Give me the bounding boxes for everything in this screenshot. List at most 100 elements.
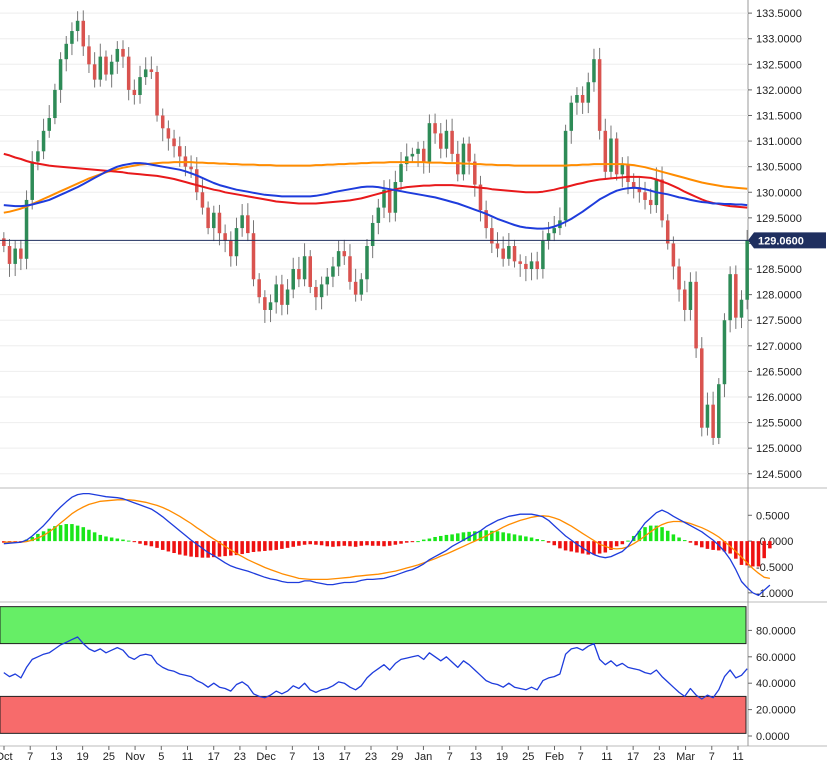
candle-body (263, 297, 267, 310)
macd-bar (47, 528, 51, 542)
candle-body (87, 46, 91, 65)
candle-body (728, 274, 732, 321)
candle (246, 203, 250, 242)
macd-bar (319, 541, 324, 546)
candle-body (637, 187, 642, 193)
macd-bar (291, 541, 295, 547)
candle (308, 250, 313, 294)
candle (535, 251, 539, 280)
candle (263, 290, 267, 323)
candle-body (359, 279, 364, 295)
candle (575, 87, 579, 115)
candle-body (438, 133, 443, 149)
macd-bar (109, 537, 114, 542)
x-tick-label: 25 (103, 751, 115, 763)
candle (552, 215, 556, 242)
macd-bar (121, 539, 125, 542)
candle-body (319, 284, 324, 298)
candle (410, 147, 415, 163)
candle-body (2, 238, 6, 246)
macd-bar (700, 541, 704, 548)
macd-bar (751, 541, 755, 567)
candle (325, 268, 330, 296)
candle (665, 214, 670, 250)
candle (524, 256, 528, 282)
macd-bar (586, 541, 591, 555)
candle-body (694, 281, 698, 349)
candle (648, 188, 653, 214)
macd-bar (268, 541, 273, 551)
candle (121, 40, 125, 68)
macd-bar (217, 541, 222, 557)
macd-bar (30, 536, 34, 542)
candle (682, 280, 687, 322)
candle-body (172, 138, 176, 147)
candle-body (444, 130, 449, 149)
candle-body (478, 184, 483, 211)
candle-body (212, 212, 216, 229)
candle (376, 198, 381, 235)
candle-body (467, 143, 471, 162)
candle (478, 175, 483, 222)
x-tick-label: 11 (601, 751, 612, 763)
candle-body (348, 256, 352, 282)
macd-bar (654, 525, 659, 542)
x-tick-label: 11 (182, 751, 193, 763)
x-tick-label: 7 (447, 751, 453, 763)
candle (30, 151, 34, 210)
rsi-y-tick-label: 80.0000 (756, 625, 796, 637)
x-tick-label: 13 (50, 751, 62, 763)
candle-body (126, 56, 131, 90)
macd-bar (768, 541, 772, 549)
macd-bar (734, 541, 738, 559)
candle (331, 256, 335, 288)
candle-body (257, 279, 261, 298)
macd-bar (70, 524, 74, 542)
candle (206, 201, 210, 235)
candle (195, 157, 199, 201)
candle (13, 240, 17, 277)
macd-bar (229, 541, 233, 556)
candle (495, 232, 500, 258)
candle (7, 239, 12, 277)
macd-bar (756, 541, 761, 567)
macd-bar (546, 541, 551, 543)
candle (677, 258, 681, 302)
macd-bar (177, 541, 182, 555)
macd-bar (314, 541, 318, 545)
macd-bar (223, 541, 227, 557)
x-tick-label: 17 (208, 751, 220, 763)
candle-body (541, 240, 545, 270)
candle (507, 233, 511, 266)
candle (166, 120, 171, 151)
candle-body (53, 89, 57, 119)
candle-body (195, 169, 199, 193)
candle (19, 239, 23, 271)
candle (671, 236, 676, 280)
macd-bar (433, 536, 437, 542)
candle (586, 72, 591, 114)
x-tick-label: Nov (125, 751, 145, 763)
candle-body (410, 153, 415, 157)
macd-bar (490, 530, 494, 542)
candle-body (546, 233, 551, 241)
candle-body (70, 31, 74, 44)
macd-bar (387, 541, 392, 546)
macd-bar (399, 541, 403, 544)
macd-bar (92, 532, 97, 542)
macd-bar (410, 541, 415, 543)
candle (223, 224, 227, 253)
candle (467, 136, 471, 175)
macd-bar (393, 541, 398, 545)
candle-body (58, 59, 63, 90)
candle (280, 274, 284, 316)
macd-bar (325, 541, 330, 547)
candle (433, 113, 437, 144)
candle (609, 125, 613, 179)
candle (87, 35, 91, 74)
candle (529, 252, 534, 281)
candle-body (104, 56, 108, 75)
candle (319, 276, 324, 310)
macd-bar (370, 541, 375, 546)
candle-body (234, 228, 239, 257)
